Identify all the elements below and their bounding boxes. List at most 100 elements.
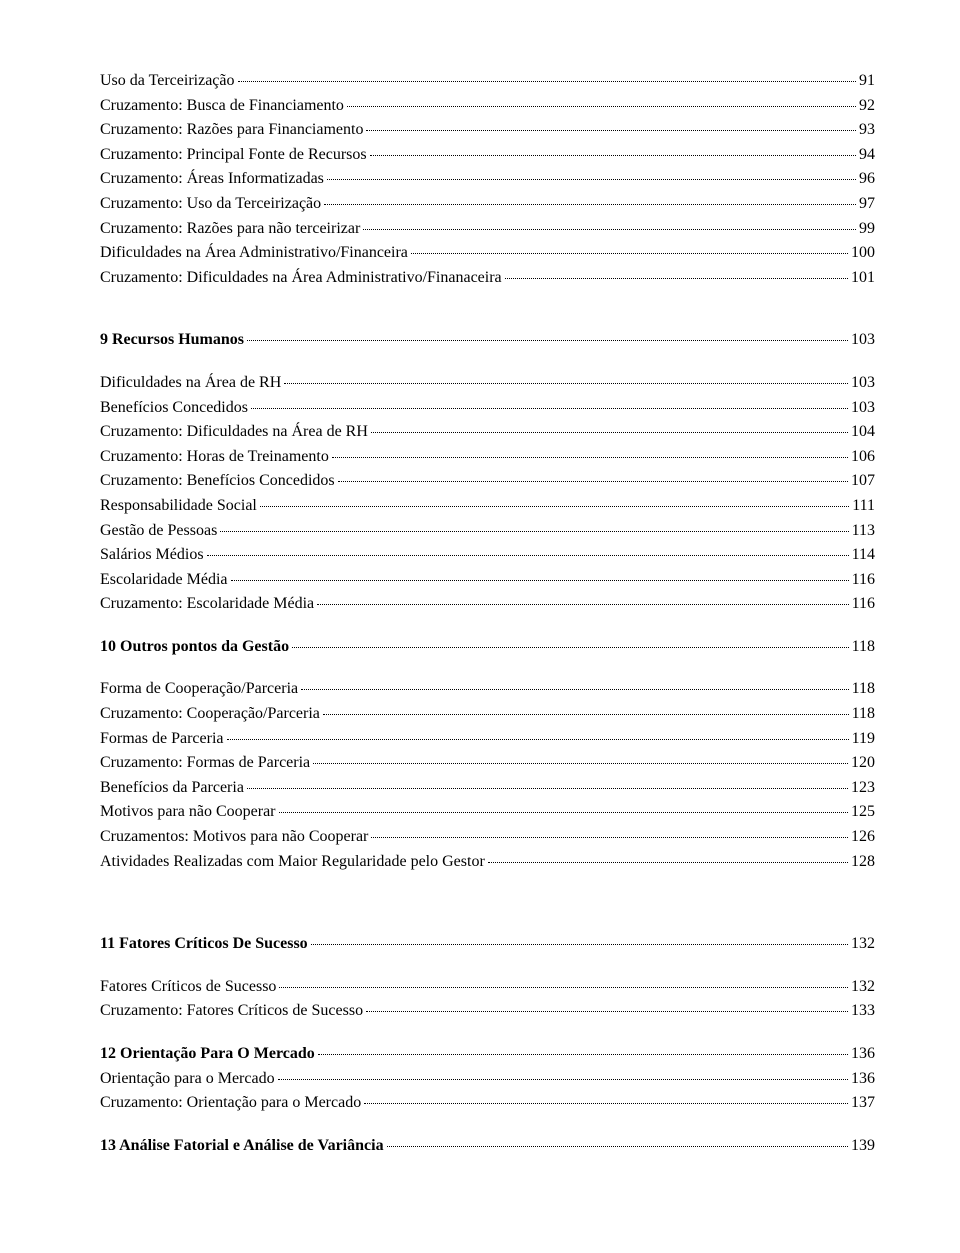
toc-entry: Cruzamento: Razões para Financiamento93 <box>100 119 875 141</box>
toc-entry-label: Cruzamento: Uso da Terceirização <box>100 193 321 215</box>
toc-entry: Benefícios da Parceria 123 <box>100 777 875 799</box>
toc-entry-page: 123 <box>851 777 875 799</box>
toc-entry: Formas de Parceria119 <box>100 728 875 750</box>
toc-entry: Cruzamento: Formas de Parceria 120 <box>100 752 875 774</box>
toc-entry-page: 103 <box>851 372 875 394</box>
toc-leader-dots <box>505 278 848 279</box>
toc-entry-label: Cruzamento: Busca de Financiamento <box>100 95 344 117</box>
toc-entry-page: 96 <box>859 168 875 190</box>
toc-entry: Forma de Cooperação/Parceria 118 <box>100 678 875 700</box>
toc-entry-page: 139 <box>851 1135 875 1157</box>
toc-entry: Salários Médios 114 <box>100 544 875 566</box>
toc-entry-page: 128 <box>851 851 875 873</box>
toc-entry-page: 104 <box>851 421 875 443</box>
toc-entry-page: 103 <box>851 397 875 419</box>
toc-entry-page: 113 <box>852 520 875 542</box>
toc-spacer <box>100 354 875 372</box>
toc-leader-dots <box>366 1011 848 1012</box>
toc-entry: Orientação para o Mercado136 <box>100 1068 875 1090</box>
toc-entry-label: Cruzamento: Formas de Parceria <box>100 752 310 774</box>
toc-leader-dots <box>207 555 849 556</box>
toc-entry: Cruzamento: Dificuldades na Área Adminis… <box>100 267 875 289</box>
toc-leader-dots <box>284 383 848 384</box>
toc-leader-dots <box>260 506 849 507</box>
toc-entry: Fatores Críticos de Sucesso132 <box>100 976 875 998</box>
toc-leader-dots <box>488 862 848 863</box>
toc-entry-page: 103 <box>851 329 875 351</box>
toc-leader-dots <box>278 1079 848 1080</box>
toc-leader-dots <box>279 812 848 813</box>
toc-entry-label: Forma de Cooperação/Parceria <box>100 678 298 700</box>
toc-entry: Uso da Terceirização91 <box>100 70 875 92</box>
toc-entry-page: 118 <box>852 678 875 700</box>
toc-entry-label: Cruzamento: Benefícios Concedidos <box>100 470 335 492</box>
toc-leader-dots <box>292 647 849 648</box>
toc-spacer <box>100 875 875 933</box>
toc-leader-dots <box>313 763 848 764</box>
toc-leader-dots <box>387 1146 848 1147</box>
toc-entry: Benefícios Concedidos103 <box>100 397 875 419</box>
toc-entry-label: Cruzamento: Razões para Financiamento <box>100 119 363 141</box>
toc-entry-label: Fatores Críticos de Sucesso <box>100 976 276 998</box>
toc-entry-label: Cruzamento: Principal Fonte de Recursos <box>100 144 367 166</box>
toc-entry-page: 99 <box>859 218 875 240</box>
toc-entry-page: 119 <box>852 728 875 750</box>
toc-entry-label: Cruzamento: Razões para não terceirizar <box>100 218 360 240</box>
toc-entry: Cruzamento: Horas de Treinamento106 <box>100 446 875 468</box>
toc-leader-dots <box>370 155 856 156</box>
toc-leader-dots <box>301 689 848 690</box>
toc-entry: 9 Recursos Humanos 103 <box>100 329 875 351</box>
toc-spacer <box>100 1117 875 1135</box>
toc-entry: Cruzamento: Cooperação/Parceria118 <box>100 703 875 725</box>
toc-entry: Cruzamento: Uso da Terceirização97 <box>100 193 875 215</box>
toc-leader-dots <box>247 788 848 789</box>
toc-entry-page: 137 <box>851 1092 875 1114</box>
toc-entry-label: Cruzamento: Cooperação/Parceria <box>100 703 320 725</box>
toc-spacer <box>100 1025 875 1043</box>
toc-entry-label: 10 Outros pontos da Gestão <box>100 636 289 658</box>
toc-leader-dots <box>364 1103 848 1104</box>
toc-entry: Cruzamentos: Motivos para não Cooperar 12… <box>100 826 875 848</box>
toc-entry-page: 94 <box>859 144 875 166</box>
toc-entry: Cruzamento: Busca de Financiamento 92 <box>100 95 875 117</box>
toc-leader-dots <box>317 604 848 605</box>
toc-entry-page: 91 <box>859 70 875 92</box>
toc-leader-dots <box>318 1054 848 1055</box>
toc-entry: Motivos para não Cooperar125 <box>100 801 875 823</box>
toc-entry-page: 132 <box>851 933 875 955</box>
toc-entry: Cruzamento: Áreas Informatizadas96 <box>100 168 875 190</box>
toc-entry-label: Orientação para o Mercado <box>100 1068 275 1090</box>
toc-spacer <box>100 618 875 636</box>
toc-spacer <box>100 291 875 329</box>
toc-entry: Cruzamento: Escolaridade Média116 <box>100 593 875 615</box>
toc-leader-dots <box>371 432 848 433</box>
toc-spacer <box>100 958 875 976</box>
toc-entry-page: 116 <box>852 593 875 615</box>
toc-entry-label: Cruzamentos: Motivos para não Cooperar <box>100 826 368 848</box>
toc-entry: Escolaridade Média116 <box>100 569 875 591</box>
toc-entry-page: 100 <box>851 242 875 264</box>
toc-leader-dots <box>227 739 849 740</box>
toc-leader-dots <box>324 204 856 205</box>
toc-entry-label: 9 Recursos Humanos <box>100 329 244 351</box>
toc-entry: Atividades Realizadas com Maior Regulari… <box>100 851 875 873</box>
toc-entry: Dificuldades na Área Administrativo/Fina… <box>100 242 875 264</box>
toc-entry: Cruzamento: Orientação para o Mercado137 <box>100 1092 875 1114</box>
toc-entry-page: 120 <box>851 752 875 774</box>
toc-entry-page: 92 <box>859 95 875 117</box>
toc-leader-dots <box>220 531 848 532</box>
toc-leader-dots <box>247 340 848 341</box>
toc-leader-dots <box>251 408 848 409</box>
toc-entry-label: Dificuldades na Área de RH <box>100 372 281 394</box>
toc-leader-dots <box>347 106 856 107</box>
toc-entry-page: 114 <box>852 544 875 566</box>
toc-leader-dots <box>323 714 849 715</box>
toc-entry-label: Benefícios da Parceria <box>100 777 244 799</box>
toc-entry-page: 126 <box>851 826 875 848</box>
toc-entry-page: 136 <box>851 1043 875 1065</box>
toc-entry-label: Salários Médios <box>100 544 204 566</box>
toc-entry: Cruzamento: Fatores Críticos de Sucesso1… <box>100 1000 875 1022</box>
toc-entry: Gestão de Pessoas113 <box>100 520 875 542</box>
toc-entry-label: Motivos para não Cooperar <box>100 801 276 823</box>
toc-entry: Responsabilidade Social111 <box>100 495 875 517</box>
